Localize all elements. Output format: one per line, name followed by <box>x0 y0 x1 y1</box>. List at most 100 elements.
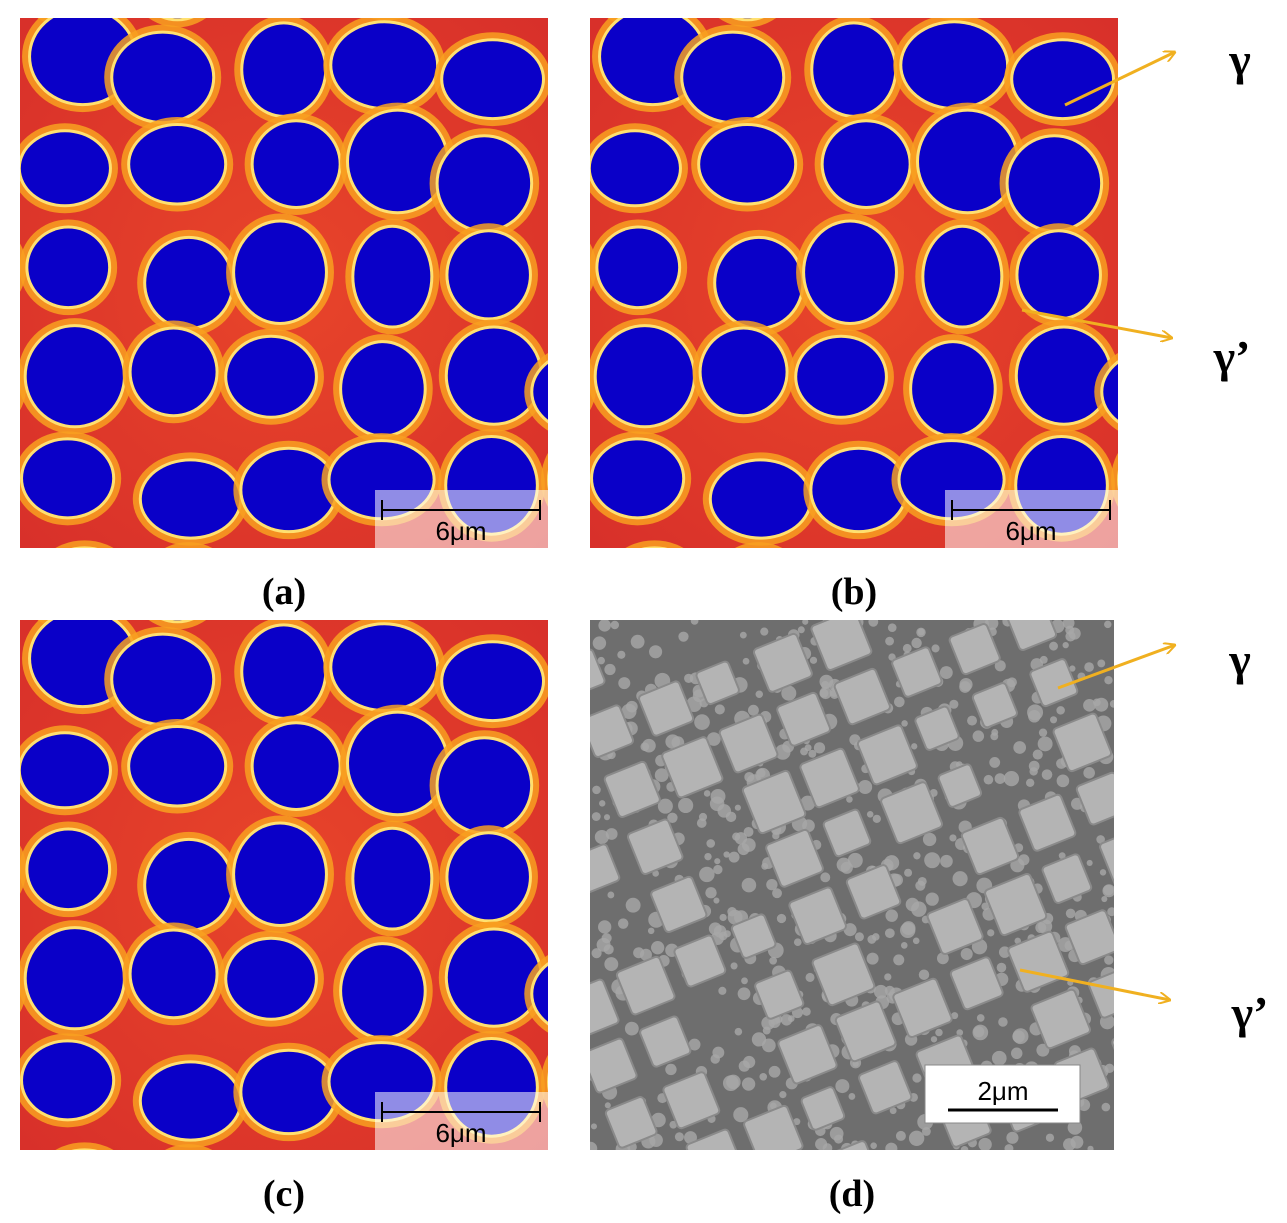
precipitate <box>23 440 113 517</box>
sem-particle <box>719 913 727 922</box>
precipitate <box>683 33 783 122</box>
sem-particle <box>592 636 607 650</box>
cuboid <box>662 1071 721 1130</box>
panel-label: (a) <box>262 571 306 613</box>
precipitate-rim <box>160 18 194 22</box>
cuboid <box>615 955 676 1016</box>
arrow <box>1019 968 1170 1000</box>
precipitate <box>438 137 531 230</box>
precipitate-rim <box>1135 117 1236 203</box>
sem-particle <box>727 907 737 917</box>
precipitate <box>342 945 424 1037</box>
precipitate <box>1017 328 1110 423</box>
sem-particle <box>802 620 809 625</box>
cuboid <box>650 875 708 934</box>
precipitate <box>590 132 679 205</box>
precipitate <box>1141 549 1225 626</box>
sem-particle <box>1012 1028 1029 1045</box>
sem-particle <box>967 715 977 726</box>
sem-particle <box>739 631 747 639</box>
sem-particle <box>900 942 908 949</box>
cuboid <box>1169 998 1234 1063</box>
cuboid <box>880 781 943 845</box>
precipitate-rim <box>0 436 8 528</box>
panels: 6μm (a) 6μm (b) 6μm (c) 2μm (d) <box>0 0 1236 1223</box>
precipitate-halo <box>536 0 639 4</box>
precipitate <box>348 111 447 212</box>
precipitate <box>533 965 548 1022</box>
sem-particle <box>755 690 763 698</box>
sem-particle <box>854 932 864 942</box>
cuboid <box>661 736 724 799</box>
sem-particle <box>603 944 614 955</box>
sem-particle <box>604 1102 611 1109</box>
precipitate <box>448 232 529 318</box>
precipitate-halo <box>347 1164 445 1223</box>
sem-particle <box>592 785 601 795</box>
sem-particle <box>1104 955 1114 965</box>
sem-particle <box>1056 706 1065 715</box>
precipitate <box>443 643 543 720</box>
precipitate <box>253 724 339 808</box>
cuboid <box>1006 620 1058 651</box>
sem-particle <box>1069 665 1076 672</box>
cuboid <box>788 886 847 946</box>
cuboid <box>1122 885 1180 943</box>
sem-particle <box>618 677 631 690</box>
sem-particle <box>688 1038 701 1051</box>
cuboid <box>983 543 1031 591</box>
sem-particle <box>1025 778 1035 788</box>
sem-particle <box>1028 710 1041 723</box>
precipitate <box>146 840 232 929</box>
precipitate-rim <box>906 0 1006 14</box>
cuboid <box>777 1024 838 1085</box>
precipitate <box>28 228 109 307</box>
sem-particle <box>858 779 873 795</box>
precipitate-rim <box>160 620 194 624</box>
precipitate <box>596 327 693 426</box>
cuboid <box>604 1096 658 1149</box>
precipitate <box>1018 232 1099 318</box>
sem-particle <box>951 1012 959 1020</box>
sem-particle <box>1109 699 1114 708</box>
precipitate <box>909 0 1003 11</box>
sem-particle <box>598 920 612 934</box>
sem-particle <box>617 650 626 659</box>
precipitate <box>141 1063 240 1139</box>
cuboid <box>949 956 1004 1011</box>
precipitate <box>0 342 17 431</box>
panel-image: 6μm <box>0 620 548 1223</box>
sem-particle <box>734 1027 743 1036</box>
scale-bar-box <box>945 490 1118 548</box>
precipitate-rim <box>454 1168 539 1223</box>
sem-particle <box>710 788 726 804</box>
precipitate <box>235 824 325 924</box>
sem-particle <box>1049 641 1058 651</box>
sem-particle <box>1032 749 1043 760</box>
sem-particle <box>1097 659 1106 668</box>
sem-particle <box>647 927 655 935</box>
precipitate-rim <box>353 1170 439 1223</box>
sem-particle <box>884 928 895 939</box>
cuboid <box>960 816 1020 876</box>
precipitate-halo <box>1125 220 1231 332</box>
cuboid <box>858 1060 913 1115</box>
sem-particle <box>723 930 731 938</box>
precipitate <box>823 122 909 206</box>
cuboid <box>810 620 873 671</box>
precipitate-halo <box>55 540 114 548</box>
cuboid <box>695 660 740 706</box>
sem-particle <box>743 826 754 837</box>
precipitate <box>243 626 325 717</box>
precipitate <box>0 1041 5 1127</box>
sem-particle <box>597 656 605 665</box>
sem-particle <box>873 984 888 999</box>
precipitate-rim <box>144 1150 234 1223</box>
sem-particle <box>960 1146 969 1150</box>
precipitate <box>147 1153 231 1223</box>
sem-particle <box>793 938 802 947</box>
precipitate <box>0 1155 14 1223</box>
sem-particle <box>630 634 645 649</box>
sem-particle <box>624 1021 639 1036</box>
precipitate <box>227 337 315 416</box>
